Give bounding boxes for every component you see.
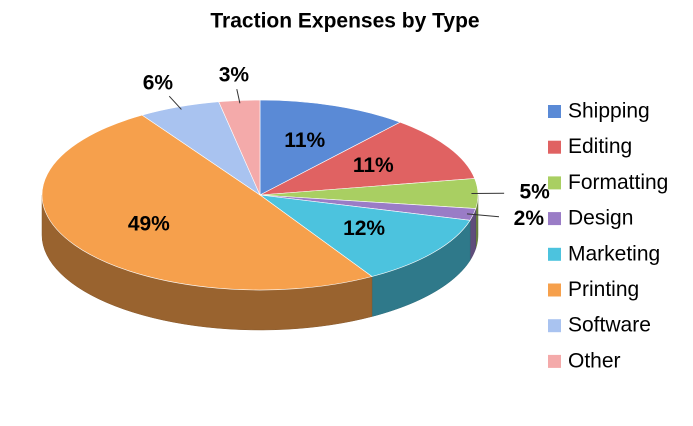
- legend-swatch: [548, 247, 561, 261]
- data-label: 11%: [284, 129, 325, 152]
- data-label: 3%: [219, 63, 250, 86]
- legend-label: Software: [568, 314, 651, 337]
- legend-swatch: [548, 140, 561, 154]
- data-label: 49%: [128, 213, 170, 236]
- legend-swatch: [548, 176, 561, 190]
- data-label: 12%: [343, 217, 385, 240]
- slice: [259, 121, 476, 196]
- slice: [258, 194, 471, 277]
- legend-swatch: [548, 283, 561, 297]
- legend-label: Shipping: [568, 100, 650, 123]
- leader-line: [168, 95, 182, 110]
- slice: [41, 114, 373, 291]
- legend-label: Editing: [568, 135, 632, 158]
- legend-label: Marketing: [568, 242, 660, 265]
- legend-label: Formatting: [568, 171, 668, 194]
- legend-swatch: [548, 105, 561, 118]
- slice: [259, 99, 401, 196]
- data-label: 6%: [143, 71, 174, 94]
- legend-swatch: [548, 212, 561, 226]
- data-label: 2%: [514, 207, 545, 230]
- leader-line: [236, 88, 241, 104]
- data-label: 5%: [519, 181, 550, 204]
- data-label: 11%: [353, 154, 394, 177]
- legend-label: Other: [568, 349, 621, 372]
- legend-label: Printing: [568, 278, 639, 301]
- leader-line: [466, 213, 500, 218]
- legend-label: Design: [568, 207, 633, 230]
- legend-swatch: [548, 319, 561, 333]
- legend-swatch: [548, 354, 561, 368]
- chart-title: Traction Expenses by Type: [210, 10, 479, 33]
